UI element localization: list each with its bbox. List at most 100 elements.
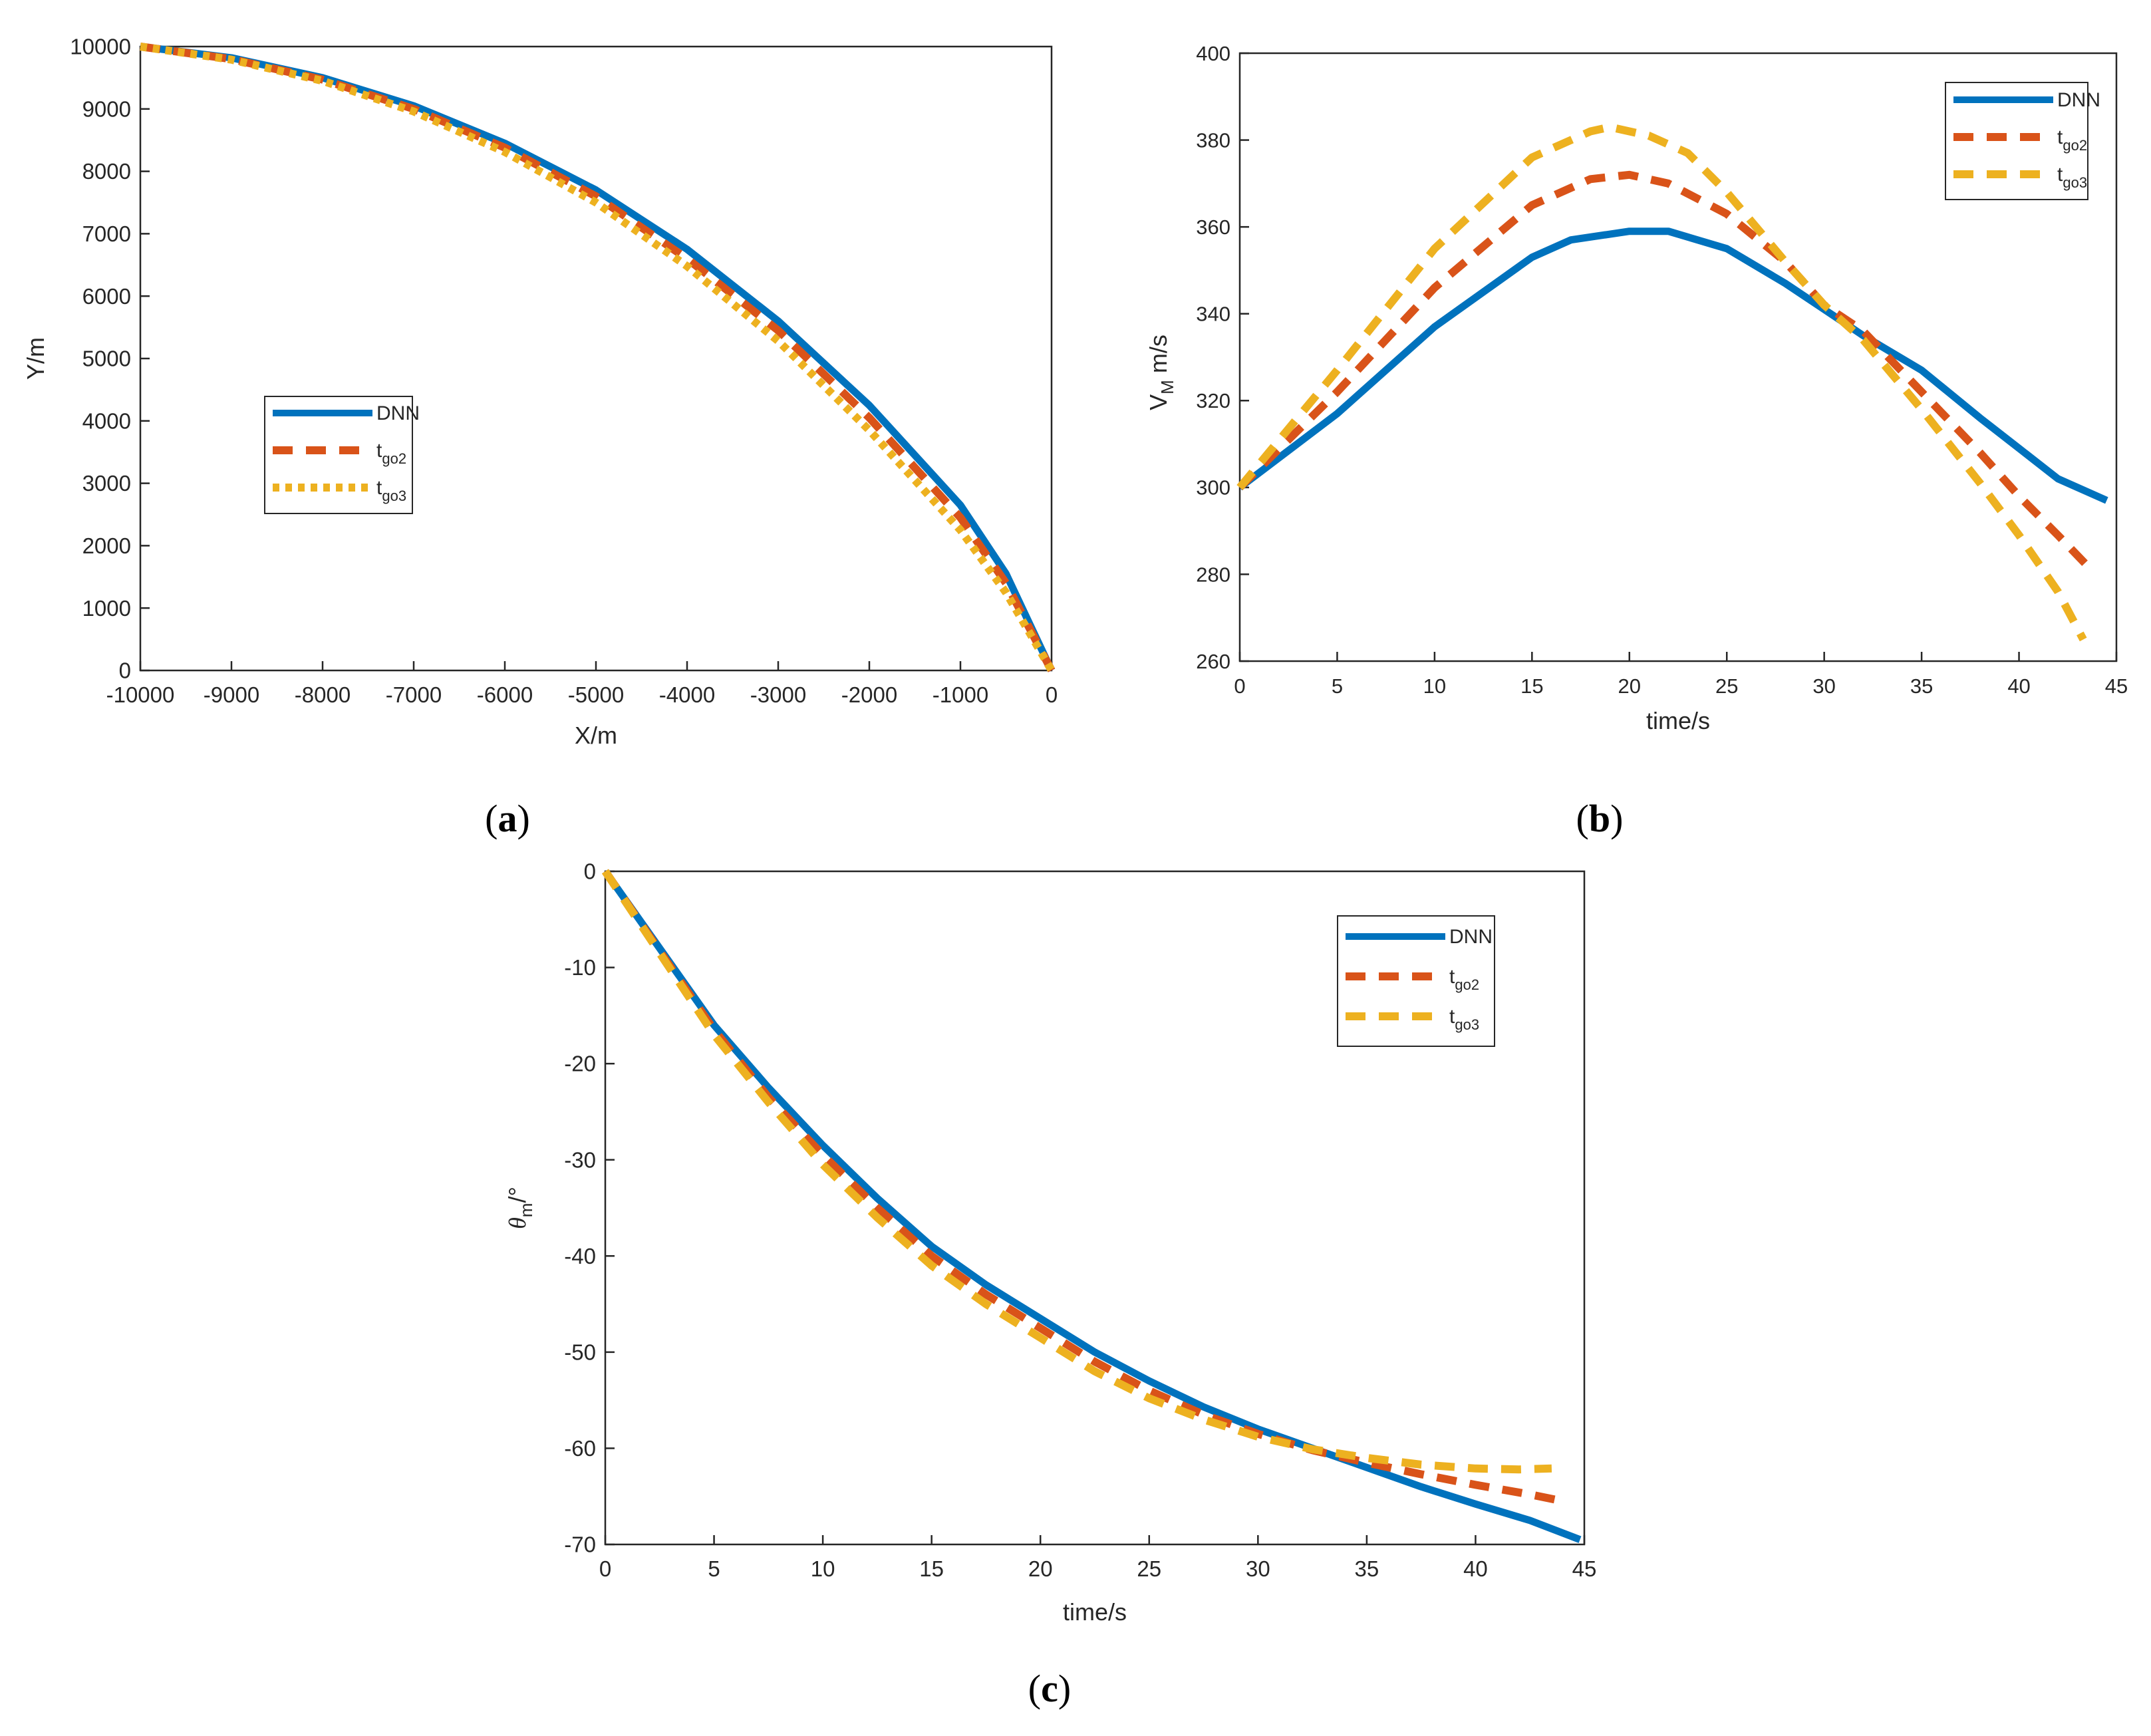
- panel-a-series: [140, 43, 1056, 673]
- panel-b-x-axis-label: time/s: [1646, 707, 1710, 734]
- panel-b-series: [1236, 123, 2108, 642]
- x-tick-label: 45: [2105, 674, 2128, 698]
- panel-a-x-axis-label: X/m: [575, 722, 617, 749]
- x-tick-label: 0: [1234, 674, 1245, 698]
- series-line-tgo2: [1236, 170, 2090, 569]
- panel-b-label: (b): [1576, 797, 1624, 840]
- y-tick-label: 7000: [82, 221, 131, 246]
- panel-c-y-axis-label: θm/°: [503, 1187, 536, 1229]
- y-tick-label: 280: [1196, 563, 1230, 586]
- x-tick-label: 45: [1572, 1556, 1597, 1581]
- series-line-tgo3: [1236, 123, 2087, 642]
- x-tick-label: -7000: [386, 682, 442, 707]
- y-tick-label: -60: [564, 1436, 596, 1461]
- y-tick-label: 0: [584, 859, 596, 884]
- panel-c-angle-chart: 0 5 10 15 20 25 30 35 40 45-70-60-50-40-30-20-100…: [503, 859, 1596, 1710]
- legend-label-tgo2: tgo2: [1449, 966, 1479, 993]
- series-line-dnn: [602, 869, 1582, 1543]
- y-tick-label: 1000: [82, 596, 131, 621]
- x-tick-label: 30: [1812, 674, 1835, 698]
- y-tick-label: 6000: [82, 284, 131, 309]
- x-tick-label: -8000: [295, 682, 351, 707]
- legend-label-tgo2: tgo2: [376, 440, 406, 467]
- x-tick-label: 35: [1910, 674, 1933, 698]
- x-tick-label: -5000: [568, 682, 624, 707]
- panel-c-series: [602, 869, 1582, 1543]
- panel-b-velocity-chart: 0 5 10 15 20 25 30 35 40 45 260 280 300 320 340 360 380 4…: [1145, 42, 2128, 840]
- panel-a-trajectory-chart: -10000 -9000 -8000 -7000 -6000 -5000 -4000 -300…: [22, 35, 1058, 840]
- legend-label-dnn: DNN: [376, 402, 420, 424]
- panel-c-x-axis-label: time/s: [1063, 1598, 1127, 1626]
- x-tick-label: 20: [1618, 674, 1641, 698]
- y-tick-label: 260: [1196, 650, 1230, 673]
- x-tick-label: -1000: [932, 682, 988, 707]
- legend-label-dnn: DNN: [2057, 89, 2100, 111]
- x-tick-label: 15: [1520, 674, 1543, 698]
- panel-a-label: (a): [485, 797, 530, 840]
- x-tick-label: -2000: [841, 682, 897, 707]
- x-tick-label: -4000: [659, 682, 715, 707]
- y-tick-label: 8000: [82, 159, 131, 184]
- x-tick-label: 15: [919, 1556, 944, 1581]
- x-tick-label: 5: [1332, 674, 1343, 698]
- panel-b-ticks: 0 5 10 15 20 25 30 35 40 45 260 280 300 320 340 360 380 4…: [1196, 42, 2128, 698]
- panel-b-legend: DNN tgo2 tgo3: [1945, 82, 2100, 200]
- x-tick-label: 30: [1246, 1556, 1270, 1581]
- panel-c-plot-frame: [604, 870, 1586, 1546]
- y-tick-label: 4000: [82, 408, 131, 433]
- y-tick-label: 320: [1196, 389, 1230, 412]
- x-tick-label: 40: [1463, 1556, 1488, 1581]
- x-tick-label: -3000: [750, 682, 806, 707]
- x-tick-label: 5: [708, 1556, 720, 1581]
- x-tick-label: 10: [811, 1556, 835, 1581]
- panel-c-legend: DNN tgo2 tgo3: [1337, 915, 1495, 1047]
- y-tick-label: 0: [119, 658, 131, 683]
- y-tick-label: -50: [564, 1340, 596, 1364]
- y-tick-label: 9000: [82, 96, 131, 121]
- y-tick-label: -40: [564, 1244, 596, 1268]
- legend-label-tgo3: tgo3: [376, 477, 406, 504]
- legend-label-tgo3: tgo3: [2057, 164, 2087, 191]
- y-tick-label: -70: [564, 1532, 596, 1557]
- panel-a-legend: DNN tgo2 tgo3: [264, 396, 420, 514]
- x-tick-label: -6000: [477, 682, 533, 707]
- x-tick-label: -9000: [204, 682, 259, 707]
- series-line-tgo3: [140, 43, 1056, 673]
- y-tick-label: -10: [564, 955, 596, 980]
- panel-c-ticks: 0 5 10 15 20 25 30 35 40 45 -70 -60 -50 -40 -30 -20 -10 0: [564, 859, 1596, 1581]
- series-line-tgo3: [602, 869, 1552, 1474]
- y-tick-label: -30: [564, 1147, 596, 1172]
- legend-label-tgo3: tgo3: [1449, 1006, 1479, 1033]
- panel-c-label: (c): [1028, 1667, 1071, 1710]
- panel-b-plot-frame: [1238, 52, 2118, 662]
- y-tick-label: 360: [1196, 216, 1230, 239]
- x-tick-label: 35: [1355, 1556, 1379, 1581]
- y-tick-label: 3000: [82, 471, 131, 496]
- y-tick-label: 340: [1196, 303, 1230, 326]
- x-tick-label: 20: [1028, 1556, 1053, 1581]
- y-tick-label: 380: [1196, 128, 1230, 152]
- y-tick-label: 5000: [82, 347, 131, 371]
- y-tick-label: 2000: [82, 533, 131, 558]
- series-line-dnn: [140, 43, 1055, 672]
- x-tick-label: 25: [1715, 674, 1738, 698]
- x-tick-label: 0: [599, 1556, 611, 1581]
- x-tick-label: 10: [1423, 674, 1446, 698]
- panel-a-plot-frame: [139, 45, 1053, 672]
- x-tick-label: 25: [1137, 1556, 1161, 1581]
- series-line-tgo2: [140, 43, 1056, 672]
- panel-a-y-axis-label: Y/m: [22, 337, 49, 380]
- legend-label-tgo2: tgo2: [2057, 126, 2087, 154]
- x-tick-label: 0: [1046, 682, 1058, 707]
- legend-label-dnn: DNN: [1449, 926, 1493, 948]
- y-tick-label: -20: [564, 1052, 596, 1076]
- x-tick-label: 40: [2007, 674, 2030, 698]
- panel-b-y-axis-label: VM m/s: [1145, 335, 1177, 410]
- y-tick-label: 300: [1196, 476, 1230, 500]
- y-tick-label: 10000: [70, 35, 131, 59]
- y-tick-label: 400: [1196, 42, 1230, 65]
- series-line-dnn: [1237, 227, 2108, 504]
- x-tick-label: -10000: [106, 682, 175, 707]
- panel-a-ticks: -10000 -9000 -8000 -7000 -6000 -5000 -4000 -300…: [70, 35, 1058, 707]
